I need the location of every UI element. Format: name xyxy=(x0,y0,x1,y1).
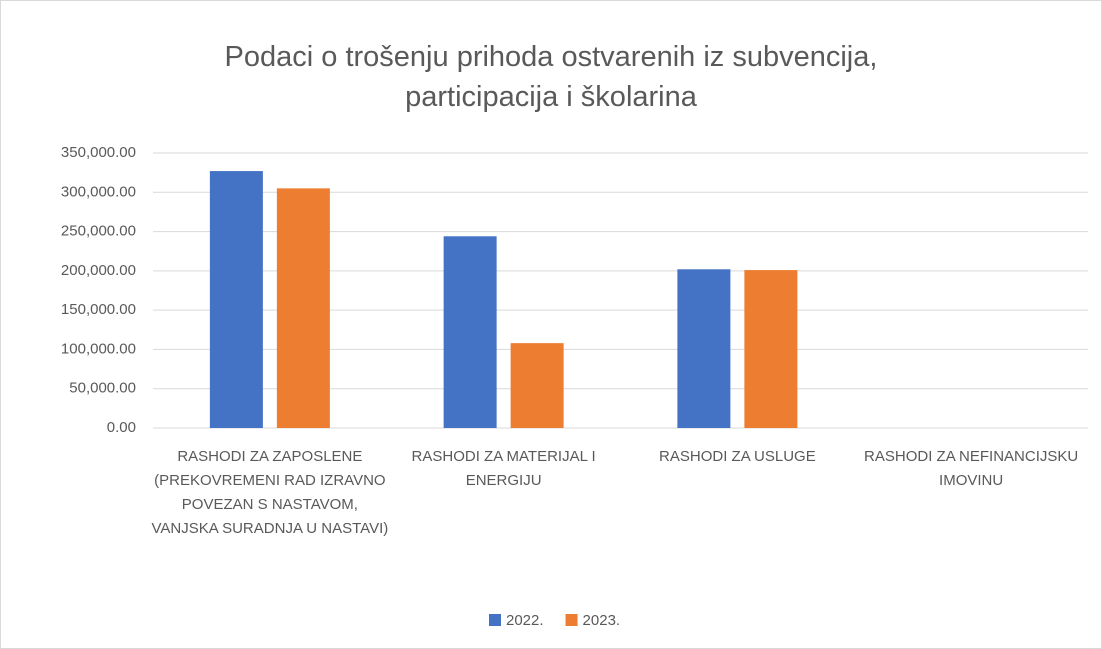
bar xyxy=(443,236,497,428)
y-tick-label: 0.00 xyxy=(107,419,136,436)
x-tick-label: RASHODI ZA USLUGE xyxy=(659,448,816,465)
x-tick-label: RASHODI ZA NEFINANCIJSKU IMOVINU xyxy=(864,448,1079,489)
bar xyxy=(510,343,564,428)
legend-label: 2023. xyxy=(583,612,621,629)
y-tick-label: 50,000.00 xyxy=(69,380,136,397)
legend-label: 2022. xyxy=(506,612,544,629)
chart-title: Podaci o trošenju prihoda ostvarenih iz … xyxy=(224,41,878,113)
x-tick-label: RASHODI ZA ZAPOSLENE (PREKOVREMENI RAD I… xyxy=(151,448,389,537)
legend-swatch xyxy=(565,614,578,626)
x-tick-label: RASHODI ZA MATERIJAL I ENERGIJU xyxy=(411,448,596,489)
y-tick-label: 250,000.00 xyxy=(61,223,136,240)
y-tick-label: 100,000.00 xyxy=(61,340,136,357)
y-tick-label: 200,000.00 xyxy=(61,262,136,279)
bar xyxy=(677,269,731,428)
legend-swatch xyxy=(489,614,501,626)
y-tick-label: 300,000.00 xyxy=(61,183,136,200)
y-tick-label: 350,000.00 xyxy=(61,144,136,161)
y-tick-label: 150,000.00 xyxy=(61,301,136,318)
bar xyxy=(209,171,263,429)
bar xyxy=(744,270,798,428)
bar xyxy=(276,188,330,428)
